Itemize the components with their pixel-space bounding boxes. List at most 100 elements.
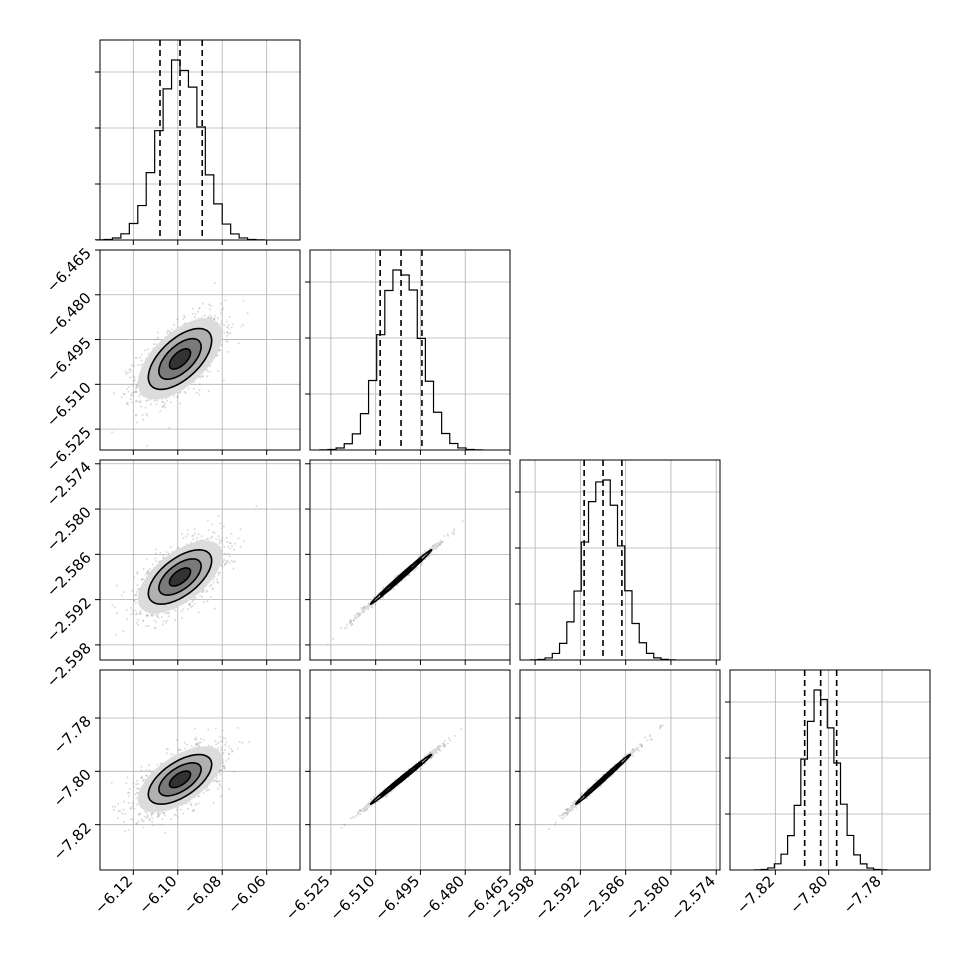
sample-point xyxy=(146,399,149,402)
sample-point xyxy=(199,737,202,740)
sample-point xyxy=(195,736,198,739)
sample-point xyxy=(144,573,147,576)
sample-point xyxy=(122,808,125,811)
sample-point xyxy=(193,602,196,605)
sample-point xyxy=(223,546,226,549)
sample-point xyxy=(220,527,223,530)
sample-point xyxy=(125,402,128,405)
sample-point xyxy=(197,743,200,746)
sample-point xyxy=(194,596,197,599)
density-fill-0 xyxy=(169,348,191,370)
sample-point xyxy=(198,306,201,309)
y-tick-label-3-0: −7.82 xyxy=(50,819,95,864)
sample-point xyxy=(134,609,137,612)
sample-point xyxy=(146,444,149,447)
sample-point xyxy=(142,418,145,421)
sample-point xyxy=(149,403,152,406)
sample-point xyxy=(443,535,445,537)
sample-point xyxy=(217,787,219,790)
sample-point xyxy=(193,528,196,530)
sample-point xyxy=(165,619,168,622)
sample-point xyxy=(209,537,212,540)
sample-point xyxy=(209,370,212,373)
sample-point xyxy=(136,571,139,573)
sample-point xyxy=(207,529,210,532)
sample-point xyxy=(113,392,115,395)
sample-point xyxy=(156,612,159,615)
sample-point xyxy=(126,401,129,404)
sample-point xyxy=(147,624,150,627)
sample-point xyxy=(132,612,135,615)
sample-point xyxy=(135,612,138,615)
sample-point xyxy=(139,393,142,396)
sample-point xyxy=(145,412,148,415)
sample-point xyxy=(190,605,192,608)
sample-point xyxy=(232,561,235,564)
sample-point xyxy=(418,555,421,558)
sample-point xyxy=(131,384,134,387)
sample-point xyxy=(351,623,354,626)
sample-point xyxy=(198,795,201,798)
sample-point xyxy=(223,749,226,751)
sample-point xyxy=(136,572,139,575)
sample-point xyxy=(142,826,145,829)
sample-point xyxy=(222,736,225,739)
sample-point xyxy=(135,621,138,624)
sample-point xyxy=(207,390,210,393)
sample-point xyxy=(218,542,221,545)
sample-point xyxy=(137,820,140,823)
sample-point xyxy=(344,627,346,630)
sample-point xyxy=(217,573,220,576)
sample-point xyxy=(167,611,170,614)
sample-point xyxy=(374,604,376,606)
sample-point xyxy=(129,807,132,810)
panel-2-0: −2.598−2.592−2.586−2.580−2.574 xyxy=(43,458,301,691)
sample-point xyxy=(228,555,231,558)
sample-point xyxy=(213,607,216,610)
sample-point xyxy=(211,531,214,533)
sample-point xyxy=(129,398,132,400)
sample-point xyxy=(210,523,213,526)
sample-point xyxy=(155,403,158,406)
panel-0-0 xyxy=(94,39,301,245)
sample-point xyxy=(392,588,395,591)
sample-point xyxy=(226,330,229,333)
sample-point xyxy=(145,625,148,628)
sample-point xyxy=(237,537,240,540)
sample-point xyxy=(126,776,129,779)
sample-point xyxy=(228,561,230,564)
sample-point xyxy=(239,528,242,530)
sample-point xyxy=(228,315,231,318)
sample-point xyxy=(135,822,138,825)
sample-point xyxy=(194,532,197,535)
sample-point xyxy=(138,611,141,614)
sample-point xyxy=(217,571,220,574)
sample-point xyxy=(173,323,176,326)
sample-point xyxy=(357,612,360,614)
sample-point xyxy=(219,785,222,788)
sample-point xyxy=(140,359,143,362)
sample-point xyxy=(151,612,154,615)
sample-point xyxy=(142,820,145,823)
sample-point xyxy=(123,591,125,594)
sample-point xyxy=(156,615,159,618)
sample-point xyxy=(161,405,164,408)
sample-point xyxy=(176,816,179,819)
sample-point xyxy=(196,537,199,539)
sample-point xyxy=(192,387,195,390)
sample-point xyxy=(207,370,209,373)
sample-point xyxy=(135,413,138,416)
sample-point xyxy=(174,609,177,612)
sample-point xyxy=(158,814,161,817)
panel-2-1 xyxy=(305,459,511,665)
sample-point xyxy=(146,558,148,561)
sample-point xyxy=(195,738,198,741)
sample-point xyxy=(122,392,125,395)
sample-point xyxy=(218,783,221,786)
y-tick-label-3-1: −7.80 xyxy=(50,765,95,810)
sample-point xyxy=(210,316,213,319)
sample-point xyxy=(224,744,227,746)
sample-point xyxy=(135,400,137,403)
sample-point xyxy=(227,327,230,330)
sample-point xyxy=(212,317,215,320)
